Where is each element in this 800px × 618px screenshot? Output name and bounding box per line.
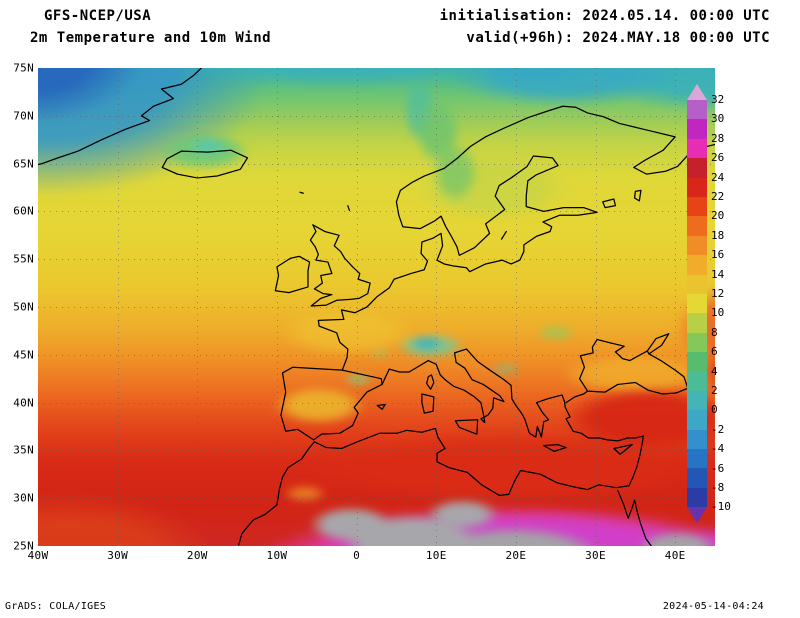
legend-segment (687, 487, 707, 508)
lat-tick-label: 25N (13, 539, 34, 553)
gridline-lon (276, 68, 278, 546)
init-time: initialisation: 2024.05.14. 00:00 UTC (439, 8, 770, 24)
legend-segment (687, 410, 707, 430)
legend-segment (687, 255, 707, 275)
lat-tick-label: 50N (13, 300, 34, 314)
coastline-path (635, 190, 641, 201)
gridline-lon (436, 68, 438, 546)
lat-tick-label: 35N (13, 443, 34, 457)
lat-tick-label: 55N (13, 252, 34, 266)
legend-segment (687, 468, 707, 488)
coastline-path (300, 192, 303, 193)
coastline-path (614, 445, 632, 455)
gridline-lon (515, 68, 517, 546)
gridline-lat (38, 115, 715, 117)
lon-tick-label: 0 (353, 549, 361, 562)
coastline-path (38, 68, 201, 165)
legend-segment (687, 138, 707, 159)
coastline-path (382, 349, 643, 486)
legend-segment (687, 274, 707, 294)
lat-tick-label: 60N (13, 204, 34, 218)
legend-segment (687, 429, 707, 450)
legend-segment (687, 158, 707, 178)
legend-segment (687, 196, 707, 217)
lat-tick-label: 40N (13, 396, 34, 410)
coastline-path (422, 394, 434, 413)
lon-tick-label: 20W (186, 549, 208, 562)
gridline-lat (38, 498, 715, 500)
lon-tick-label: 10W (266, 549, 288, 562)
graticule (38, 68, 715, 546)
coastline-path (618, 491, 651, 546)
model-name: GFS-NCEP/USA (44, 8, 152, 24)
lat-tick-label: 70N (13, 109, 34, 123)
gridline-lon (356, 68, 358, 546)
gridline-lat (38, 354, 715, 356)
coastline-path (162, 150, 247, 178)
coastline-path (310, 225, 370, 306)
gridline-lat (38, 163, 715, 165)
gridline-lon (117, 68, 119, 546)
legend-segment (687, 390, 707, 411)
legend-segment (687, 507, 707, 524)
coastline-path (281, 367, 382, 440)
lon-tick-label: 40E (664, 549, 686, 562)
coastline-path (544, 445, 566, 452)
legend-segment (687, 313, 707, 333)
legend-segment (687, 84, 707, 100)
valid-time: valid(+96h): 2024.MAY.18 00:00 UTC (466, 30, 770, 46)
lon-tick-label: 20E (505, 549, 527, 562)
gridline-lat (38, 450, 715, 452)
coastline-path (647, 334, 669, 354)
legend-segment (687, 293, 707, 314)
legend-segment (687, 371, 707, 391)
coastline-path (502, 231, 507, 239)
generation-timestamp: 2024-05-14-04:24 (662, 601, 764, 612)
coastline-path (318, 106, 715, 370)
lon-tick-label: 30W (107, 549, 129, 562)
coastline-path (603, 199, 616, 208)
legend-segment (687, 216, 707, 236)
gridline-lat (38, 259, 715, 261)
gridline-lon (197, 68, 199, 546)
coastlines (38, 68, 715, 546)
lon-tick-label: 40W (27, 549, 49, 562)
gridline-lat (38, 402, 715, 404)
legend-segment (687, 449, 707, 469)
lat-tick-label: 75N (13, 61, 34, 75)
coastline-path (566, 391, 588, 402)
lon-tick-label: 10E (425, 549, 447, 562)
gridline-lon (675, 68, 677, 546)
gridline-lat (38, 307, 715, 308)
legend-segment (687, 119, 707, 139)
gridline-lon (595, 68, 597, 546)
lat-tick-label: 30N (13, 491, 34, 505)
coastline-path (239, 428, 629, 545)
legend-segment (687, 352, 707, 372)
gridline-lat (38, 211, 715, 213)
legend-segment (687, 235, 707, 256)
coastline-path (580, 340, 688, 394)
legend-segment (687, 100, 707, 120)
legend-segment (687, 332, 707, 353)
colorbar (687, 84, 707, 524)
coastline-path (377, 405, 385, 410)
lon-tick-label: 30E (585, 549, 606, 562)
coastline-path (455, 420, 477, 434)
lat-tick-label: 65N (13, 157, 34, 171)
grads-credit: GrADS: COLA/IGES (5, 601, 107, 612)
legend-segment (687, 177, 707, 197)
coastline-path (348, 206, 350, 211)
map-area (38, 68, 715, 546)
chart-title: 2m Temperature and 10m Wind (30, 30, 272, 46)
lat-tick-label: 45N (13, 348, 34, 362)
coastline-path (427, 375, 434, 389)
coastline-path (275, 256, 309, 292)
